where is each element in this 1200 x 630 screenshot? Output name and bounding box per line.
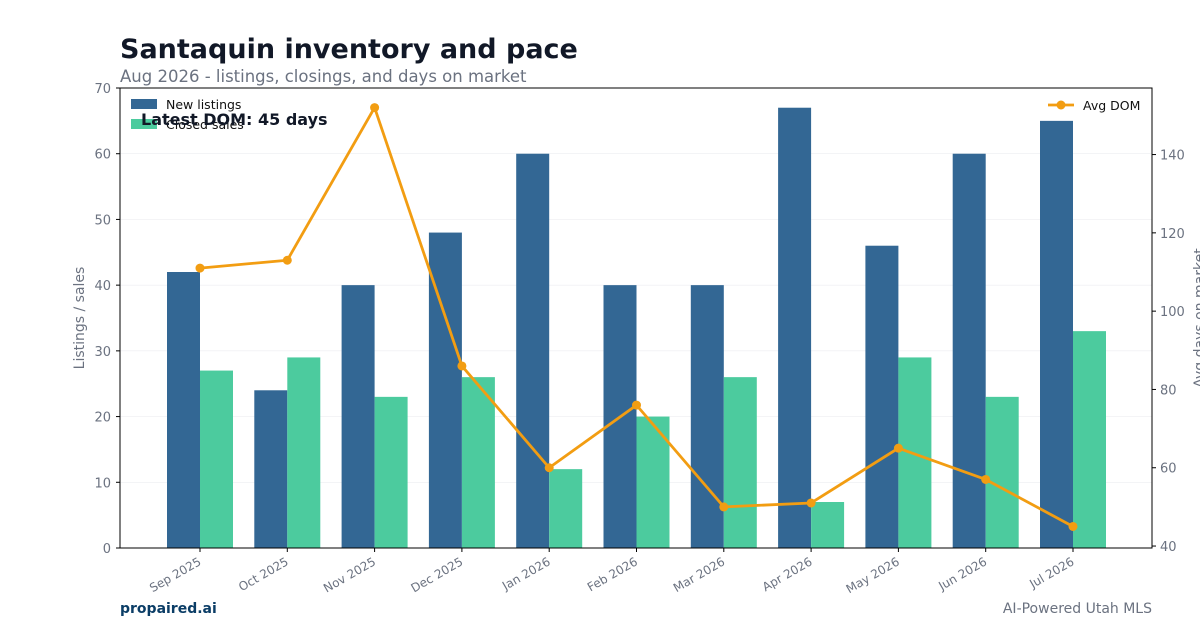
- x-tick-label: Oct 2025: [236, 554, 291, 594]
- y2-tick-label: 100: [1160, 305, 1185, 320]
- y2-tick-label: 120: [1160, 227, 1185, 242]
- y-tick-label: 20: [94, 411, 111, 426]
- x-tick-label: Mar 2026: [671, 554, 727, 595]
- y2-tick-label: 60: [1160, 462, 1177, 477]
- legend-left: New listings Closed sales: [131, 97, 244, 132]
- bar-closed-sales: [811, 502, 845, 548]
- bar-new-listings: [254, 390, 288, 548]
- y-axis-label: Listings / sales: [72, 267, 88, 370]
- x-tick-label: Jan 2026: [499, 554, 553, 593]
- y2-tick-label: 140: [1160, 149, 1185, 164]
- x-tick-label: Feb 2026: [585, 554, 640, 594]
- legend-swatch-closed-sales: [131, 119, 157, 129]
- y2-tick-label: 40: [1160, 540, 1177, 555]
- bar-closed-sales: [985, 396, 1019, 548]
- bars: [167, 107, 1106, 549]
- avg-dom-point: [893, 443, 903, 453]
- avg-dom-point: [282, 255, 292, 265]
- bar-closed-sales: [1073, 331, 1106, 548]
- y2-tick-label: 80: [1160, 383, 1177, 398]
- dom-line: [195, 103, 1078, 531]
- x-tick-label: Jul 2026: [1026, 554, 1076, 591]
- bar-new-listings: [690, 285, 724, 548]
- bar-new-listings: [1040, 120, 1073, 548]
- chart-title: Santaquin inventory and pace: [120, 34, 578, 65]
- legend-marker-avg-dom: [1056, 100, 1066, 110]
- avg-dom-point: [370, 103, 380, 113]
- y-tick-label: 30: [94, 345, 111, 360]
- source-label: AI-Powered Utah MLS: [1002, 601, 1152, 617]
- legend-label-avg-dom: Avg DOM: [1083, 98, 1140, 113]
- latest-dom-annotation: Latest DOM: 45 days: [141, 110, 328, 129]
- y-tick-label: 40: [94, 279, 111, 294]
- x-tick-label: May 2026: [844, 554, 902, 596]
- y-tick-label: 70: [94, 82, 111, 97]
- bar-closed-sales: [200, 370, 233, 548]
- brand-label: propaired.ai: [120, 601, 217, 617]
- y-tick-label: 50: [94, 213, 111, 228]
- bar-new-listings: [341, 285, 375, 548]
- avg-dom-point: [195, 263, 205, 273]
- bar-new-listings: [865, 245, 899, 548]
- avg-dom-point: [806, 498, 816, 508]
- y2-axis-label: Avg days on market: [1192, 248, 1200, 388]
- avg-dom-point: [1068, 521, 1078, 531]
- x-tick-label: Nov 2025: [321, 554, 378, 595]
- bar-closed-sales: [287, 357, 321, 548]
- bar-new-listings: [167, 272, 200, 548]
- bar-new-listings: [952, 153, 986, 548]
- avg-dom-point: [719, 502, 729, 512]
- x-tick-label: Dec 2025: [409, 554, 466, 595]
- legend-label-new-listings: New listings: [166, 97, 241, 112]
- avg-dom-point: [632, 400, 641, 410]
- x-tick-label: Sep 2025: [147, 554, 203, 595]
- avg-dom-point: [544, 463, 554, 473]
- bar-closed-sales: [549, 469, 583, 548]
- x-tick-label: Jun 2026: [935, 554, 989, 593]
- avg-dom-point: [981, 474, 991, 484]
- bar-new-listings: [778, 107, 812, 548]
- legend-right: Avg DOM: [1048, 98, 1140, 113]
- bar-closed-sales: [461, 377, 495, 548]
- y-tick-label: 0: [103, 542, 111, 557]
- bar-new-listings: [516, 153, 550, 548]
- bar-closed-sales: [374, 396, 408, 548]
- chart-subtitle: Aug 2026 - listings, closings, and days …: [120, 67, 527, 86]
- avg-dom-point: [457, 361, 467, 371]
- legend-label-closed-sales: Closed sales: [166, 117, 244, 132]
- y-tick-label: 60: [94, 148, 111, 163]
- y-tick-label: 10: [94, 476, 111, 491]
- bar-closed-sales: [723, 377, 757, 548]
- legend-swatch-new-listings: [131, 99, 157, 109]
- x-tick-label: Apr 2026: [760, 554, 815, 594]
